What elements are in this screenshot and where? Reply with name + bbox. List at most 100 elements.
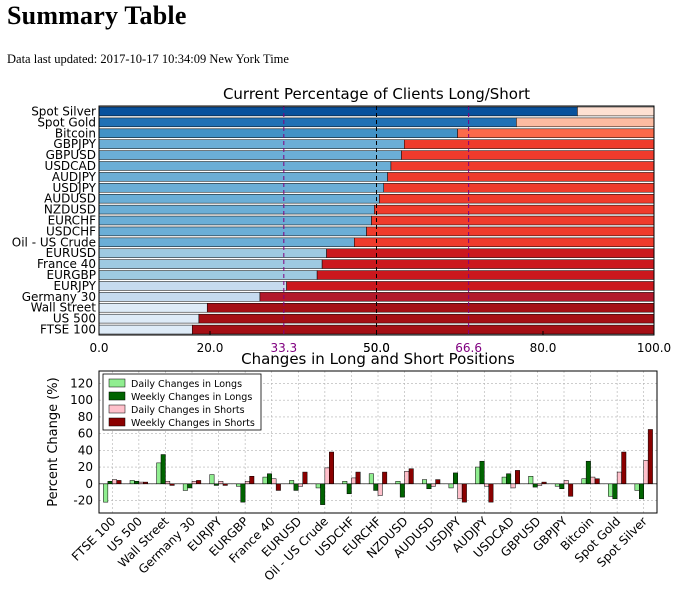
bar-weekly-changes-in-shorts-usdjpy [461,483,467,503]
bar-weekly-changes-in-shorts-eurgbp [249,475,255,485]
short-bar-gbpjpy [404,139,655,149]
x-tick-label-80-0: 80.0 [530,341,557,355]
chart1-frame [98,105,655,336]
legend-box [102,373,262,431]
x-tick-label-0-0: 0.0 [89,341,108,355]
bar-weekly-changes-in-shorts-spot-gold [621,451,627,485]
row-label-eurchf: EURCHF [48,214,97,228]
bar-daily-changes-in-shorts-usdjpy [457,483,463,500]
bar-daily-changes-in-longs-eurjpy [209,474,215,485]
legend-label-weekly-changes-in-longs: Weekly Changes in Longs [131,392,252,403]
bar-weekly-changes-in-longs-ftse-100 [107,481,113,485]
y-tick-label-60: 60 [78,427,93,441]
bar-daily-changes-in-longs-gbpjpy [554,483,560,487]
long-bar-usdchf [98,226,367,237]
bar-weekly-changes-in-longs-usdjpy [453,472,458,485]
bar-daily-changes-in-shorts-usdcad [510,483,516,489]
bar-daily-changes-in-shorts-germany-30 [191,481,197,485]
chart2-y-axis-label: Percent Change (%) [46,377,61,506]
row-label-gbpjpy: GBPJPY [53,137,96,151]
short-bar-nzdusd [374,204,655,215]
ref-label-50-0: 50.0 [363,341,390,355]
bar-daily-changes-in-longs-ftse-100 [103,483,109,503]
long-bar-us-500 [98,313,200,324]
bar-weekly-changes-in-shorts-france-40 [275,483,281,491]
bar-daily-changes-in-longs-audjpy [475,466,481,485]
bar-weekly-changes-in-shorts-nzdusd [408,468,414,485]
bar-daily-changes-in-shorts-ftse-100 [112,479,117,485]
bar-daily-changes-in-shorts-eurusd [298,483,303,487]
row-label-audjpy: AUDJPY [52,170,97,184]
bar-weekly-changes-in-longs-bitcoin [585,460,591,485]
bar-weekly-changes-in-longs-gbpusd [532,483,538,488]
bar-daily-changes-in-shorts-eurchf [377,483,383,496]
long-bar-gbpjpy [98,139,405,149]
short-bar-usdjpy [383,183,655,193]
bar-daily-changes-in-longs-audusd [422,479,427,485]
short-bar-usdchf [366,226,655,237]
bar-weekly-changes-in-longs-spot-gold [612,483,618,500]
long-bar-bitcoin [98,128,458,138]
row-label-eurjpy: EURJPY [53,279,96,293]
long-bar-eurgbp [98,270,318,280]
bar-weekly-changes-in-longs-usdchf [346,483,352,495]
legend-label-weekly-changes-in-shorts: Weekly Changes in Shorts [131,418,255,429]
y-tick-label-0: 0 [85,477,93,491]
row-label-germany-30: Germany 30 [22,290,96,304]
bar-weekly-changes-in-longs-audjpy [479,460,485,485]
row-label-oil-us-crude: Oil - US Crude [12,235,96,249]
short-bar-eurusd [326,248,655,258]
bar-daily-changes-in-shorts-nzdusd [404,470,410,485]
short-bar-usdcad [390,161,655,171]
long-bar-eurchf [98,215,372,226]
long-bar-audusd [98,193,380,204]
row-label-bitcoin: Bitcoin [55,126,96,140]
bar-weekly-changes-in-shorts-usdchf [355,471,361,485]
short-bar-germany-30 [259,292,655,302]
long-bar-france-40 [98,259,323,269]
long-bar-usdcad [98,161,392,171]
row-label-audusd: AUDUSD [44,192,96,206]
row-label-ftse-100: FTSE 100 [40,323,96,337]
bar-weekly-changes-in-longs-oil-us-crude [320,483,326,505]
chart1-title: Current Percentage of Clients Long/Short [223,85,530,103]
bar-daily-changes-in-shorts-spot-silver [643,460,649,485]
bar-daily-changes-in-longs-bitcoin [581,478,587,485]
bar-weekly-changes-in-shorts-germany-30 [196,480,202,485]
bar-daily-changes-in-longs-usdjpy [448,483,454,489]
y-tick-label-20: -20 [73,493,93,507]
long-bar-eurjpy [98,281,287,291]
row-label-usdchf: USDCHF [46,224,96,238]
bar-weekly-changes-in-longs-usdcad [506,473,512,485]
bar-daily-changes-in-shorts-audjpy [484,483,489,487]
bar-daily-changes-in-longs-spot-silver [634,483,640,491]
row-label-eurgbp: EURGBP [47,268,96,282]
legend-label-daily-changes-in-longs: Daily Changes in Longs [131,379,242,390]
long-bar-nzdusd [98,204,375,215]
y-tick-label-120: 120 [70,377,93,391]
row-label-us-500: US 500 [53,312,96,326]
short-bar-eurchf [371,215,655,226]
bar-daily-changes-in-shorts-eurjpy [218,481,224,485]
row-label-nzdusd: NZDUSD [44,203,96,217]
legend-swatch-weekly-changes-in-shorts [108,417,126,427]
bar-daily-changes-in-shorts-france-40 [271,478,277,485]
row-label-spot-silver: Spot Silver [31,104,96,118]
long-bar-spot-gold [98,117,517,128]
bar-weekly-changes-in-longs-eurusd [293,483,299,491]
long-bar-wall-street [98,303,208,313]
ref-label-33-3: 33.3 [270,341,297,355]
bar-weekly-changes-in-longs-france-40 [267,473,272,485]
bar-weekly-changes-in-shorts-eurchf [382,471,388,485]
bar-weekly-changes-in-shorts-spot-silver [647,429,653,485]
long-bar-oil-us-crude [98,237,355,248]
bar-weekly-changes-in-shorts-bitcoin [594,478,600,485]
bar-daily-changes-in-longs-wall-street [156,462,162,485]
bar-daily-changes-in-longs-spot-gold [608,483,613,497]
bar-weekly-changes-in-longs-us-500 [134,481,140,485]
chart2-title: Changes in Long and Short Positions [241,350,515,368]
y-tick-label-80: 80 [78,410,93,424]
bar-daily-changes-in-longs-eurusd [289,480,295,485]
short-bar-us-500 [198,313,655,324]
